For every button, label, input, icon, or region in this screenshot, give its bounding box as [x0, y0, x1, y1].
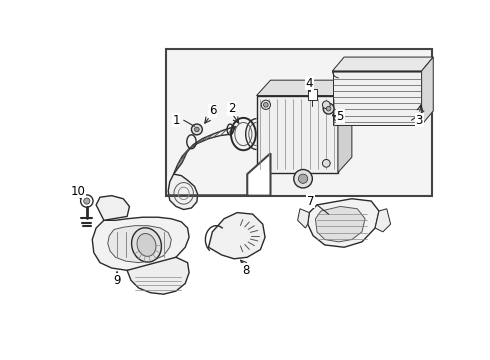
Circle shape — [294, 170, 312, 188]
Polygon shape — [421, 57, 433, 125]
Circle shape — [326, 106, 331, 111]
Polygon shape — [127, 257, 189, 294]
Circle shape — [192, 124, 202, 135]
Circle shape — [264, 103, 268, 107]
Text: 5: 5 — [337, 110, 344, 123]
Polygon shape — [173, 126, 236, 174]
Circle shape — [298, 174, 308, 183]
Text: 4: 4 — [305, 77, 313, 90]
Polygon shape — [168, 174, 197, 210]
Circle shape — [81, 195, 93, 207]
Text: 7: 7 — [307, 194, 315, 208]
Polygon shape — [108, 226, 172, 263]
Text: 6: 6 — [209, 104, 216, 117]
Polygon shape — [333, 57, 433, 71]
Text: 8: 8 — [242, 264, 249, 277]
Circle shape — [322, 101, 330, 109]
Polygon shape — [297, 209, 309, 228]
Text: 3: 3 — [416, 114, 423, 127]
Polygon shape — [92, 217, 189, 270]
Polygon shape — [209, 213, 265, 259]
Text: 10: 10 — [71, 185, 86, 198]
Text: 1: 1 — [172, 114, 180, 127]
Circle shape — [84, 198, 90, 204]
Polygon shape — [338, 80, 352, 172]
Bar — [333, 71, 421, 125]
Circle shape — [261, 100, 270, 109]
Text: 2: 2 — [228, 102, 236, 115]
Polygon shape — [375, 209, 391, 232]
Circle shape — [195, 127, 199, 132]
Polygon shape — [257, 80, 352, 95]
Bar — [257, 95, 338, 172]
Circle shape — [323, 103, 334, 114]
Text: 9: 9 — [113, 274, 121, 287]
Ellipse shape — [137, 234, 156, 256]
Circle shape — [134, 247, 144, 256]
Polygon shape — [316, 206, 365, 242]
Polygon shape — [308, 199, 379, 247]
Polygon shape — [96, 195, 129, 220]
Ellipse shape — [132, 228, 161, 262]
Bar — [166, 49, 432, 195]
Bar — [167, 175, 247, 195]
Circle shape — [322, 159, 330, 167]
Polygon shape — [308, 89, 317, 100]
Polygon shape — [166, 153, 270, 195]
